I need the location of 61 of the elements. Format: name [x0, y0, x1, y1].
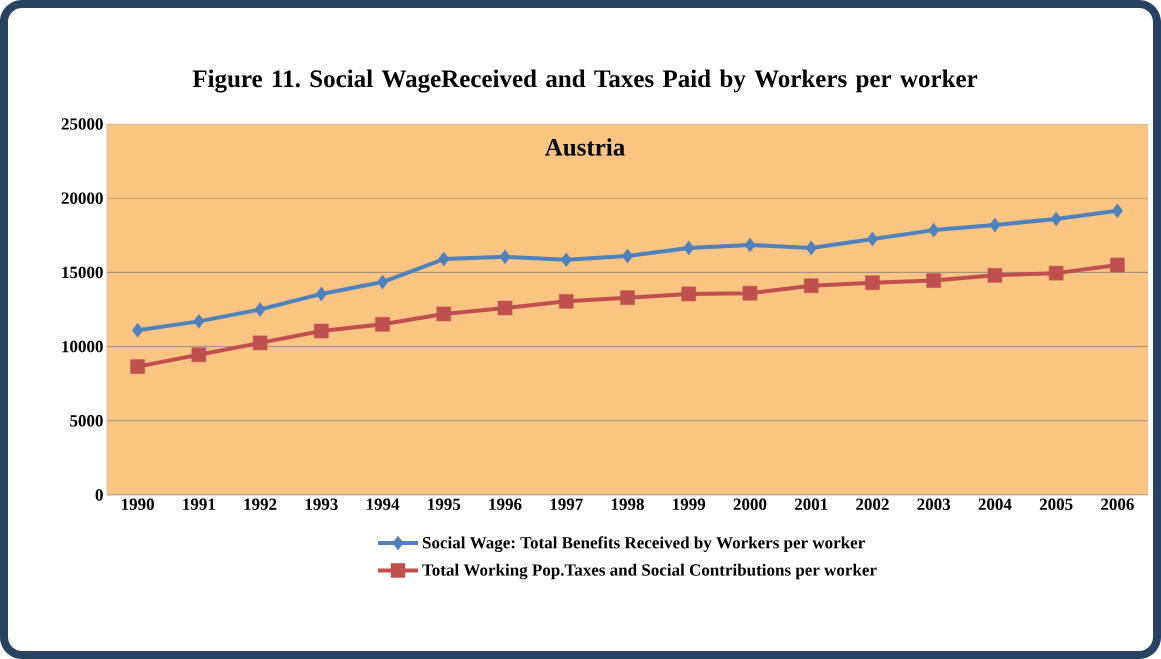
point: [132, 323, 144, 338]
point: [499, 249, 511, 265]
point: [559, 294, 574, 309]
point: [681, 286, 696, 302]
x-tick-label: 1990: [121, 498, 154, 511]
point: [866, 231, 878, 247]
point: [314, 323, 329, 339]
point: [928, 222, 940, 238]
x-tick-label: 1999: [673, 498, 706, 510]
y-tick-label: 0: [95, 489, 103, 501]
x-tick-label: 1997: [550, 498, 583, 510]
point: [1048, 265, 1064, 281]
point: [926, 273, 941, 288]
point: [1110, 257, 1125, 273]
point: [744, 237, 756, 253]
x-tick-label: 1992: [244, 498, 277, 510]
y-tick-label: 25000: [61, 118, 103, 130]
point: [191, 347, 207, 363]
point: [193, 314, 205, 329]
point: [254, 302, 266, 317]
point: [130, 359, 145, 374]
x-tick-label: 2001: [794, 498, 828, 511]
point: [622, 248, 634, 264]
point: [438, 251, 450, 267]
point: [865, 275, 880, 291]
point: [805, 240, 817, 256]
x-tick-label: 1995: [428, 498, 461, 510]
y-tick-label: 15000: [62, 266, 103, 279]
x-tick-label: 2004: [978, 498, 1012, 511]
x-tick-label: 1996: [489, 498, 522, 510]
y-tick-label: 10000: [62, 340, 103, 353]
point: [989, 217, 1001, 233]
x-tick-label: 2003: [917, 498, 951, 511]
x-tick-label: 2002: [856, 498, 889, 511]
point: [497, 300, 513, 316]
x-tick-label: 1991: [183, 498, 215, 510]
point: [742, 285, 758, 301]
x-tick-label: 2000: [733, 498, 767, 511]
x-tick-label: 1994: [366, 498, 400, 510]
x-tick-label: 2005: [1039, 498, 1073, 511]
point: [436, 306, 452, 322]
y-tick-label: 20000: [61, 192, 103, 204]
point: [620, 290, 635, 305]
x-tick-label: 1993: [305, 498, 338, 510]
chart-subtitle: Austria: [544, 138, 625, 156]
point: [1111, 203, 1123, 219]
point: [375, 317, 390, 332]
point: [377, 274, 389, 290]
chart-title: Figure 11. Social WageReceived and Taxes Paid by Workers per worker: [192, 69, 978, 93]
point: [252, 335, 268, 351]
y-tick-label: 5000: [70, 415, 103, 427]
x-tick-label: 2006: [1101, 498, 1134, 511]
legend-label: Social Wage: Total Benefits Received by Workers per worker: [422, 536, 865, 553]
point: [560, 252, 572, 268]
point: [803, 278, 819, 294]
point: [987, 268, 1003, 283]
point: [1050, 211, 1062, 227]
point: [683, 240, 695, 256]
point: [315, 286, 327, 302]
x-tick-label: 1998: [611, 498, 644, 511]
legend-label: Total Working Pop.Taxes and Social Contributions per worker: [422, 563, 877, 580]
